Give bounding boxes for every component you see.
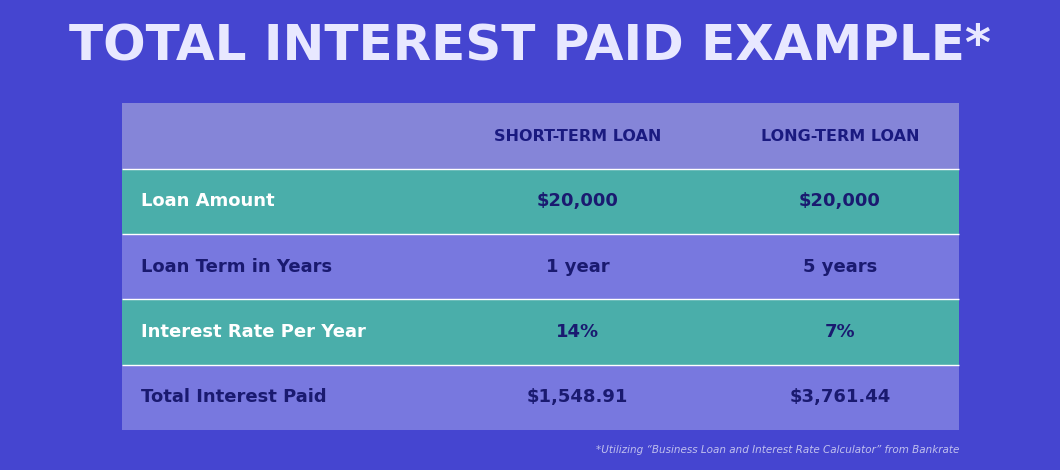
FancyBboxPatch shape <box>122 169 959 234</box>
Text: Total Interest Paid: Total Interest Paid <box>141 388 326 407</box>
Text: 7%: 7% <box>825 323 855 341</box>
FancyBboxPatch shape <box>122 299 959 365</box>
Text: Loan Amount: Loan Amount <box>141 192 275 211</box>
Text: 14%: 14% <box>556 323 599 341</box>
Text: *Utilizing “Business Loan and Interest Rate Calculator” from Bankrate: *Utilizing “Business Loan and Interest R… <box>596 445 959 455</box>
Text: 5 years: 5 years <box>802 258 878 276</box>
FancyBboxPatch shape <box>122 234 959 299</box>
Text: $3,761.44: $3,761.44 <box>790 388 890 407</box>
Text: TOTAL INTEREST PAID EXAMPLE*: TOTAL INTEREST PAID EXAMPLE* <box>69 21 991 69</box>
FancyBboxPatch shape <box>122 103 959 169</box>
Text: Loan Term in Years: Loan Term in Years <box>141 258 332 276</box>
Text: $1,548.91: $1,548.91 <box>527 388 629 407</box>
FancyBboxPatch shape <box>122 365 959 430</box>
Text: Interest Rate Per Year: Interest Rate Per Year <box>141 323 366 341</box>
Text: 1 year: 1 year <box>546 258 609 276</box>
Text: $20,000: $20,000 <box>799 192 881 211</box>
Text: $20,000: $20,000 <box>536 192 619 211</box>
Text: SHORT-TERM LOAN: SHORT-TERM LOAN <box>494 129 661 143</box>
Text: LONG-TERM LOAN: LONG-TERM LOAN <box>761 129 919 143</box>
